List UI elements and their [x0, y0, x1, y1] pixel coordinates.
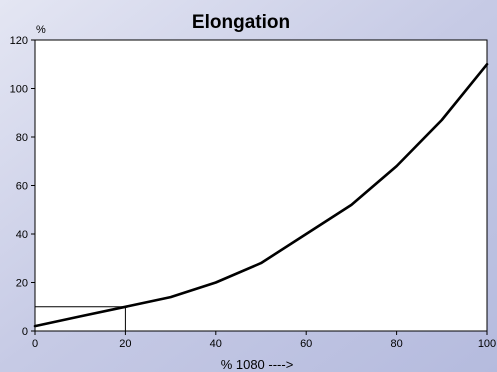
reference-lines — [35, 306, 126, 331]
y-tick-label: 0 — [22, 326, 28, 338]
series-line — [33, 63, 489, 328]
x-tick-label: 0 — [32, 338, 38, 350]
y-tick-label: 120 — [10, 35, 28, 47]
chart-title: Elongation — [192, 12, 290, 33]
y-tick-label: 80 — [16, 132, 28, 144]
y-tick-label: 100 — [10, 84, 28, 96]
y-tick-label: 40 — [16, 229, 28, 241]
series-layer — [33, 63, 489, 328]
plot-area — [34, 39, 488, 332]
x-tick-label: 40 — [210, 338, 222, 350]
y-tick-label: 20 — [16, 278, 28, 290]
x-tick-label: 20 — [119, 338, 131, 350]
y-axis-ticks: 0 20 40 60 80 100 120 — [10, 35, 35, 338]
y-axis-label: % — [36, 24, 46, 36]
x-axis-ticks: 0 20 40 60 80 100 — [32, 331, 496, 350]
y-tick-label: 60 — [16, 181, 28, 193]
x-tick-label: 60 — [300, 338, 312, 350]
x-tick-label: 80 — [390, 338, 402, 350]
x-tick-label: 100 — [478, 338, 496, 350]
x-axis-label: % 1080 ----> — [221, 357, 294, 372]
